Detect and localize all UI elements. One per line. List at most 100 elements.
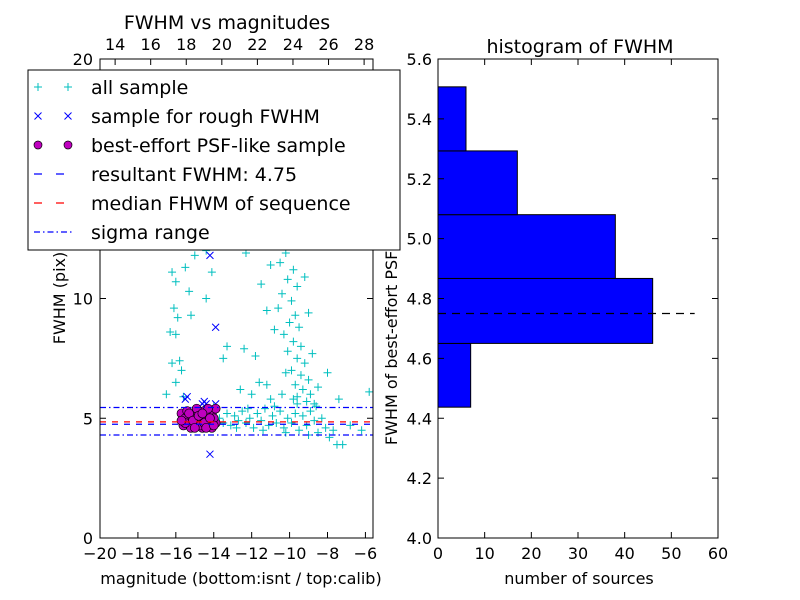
all-sample-point [289,337,298,346]
all-sample-point [270,325,279,334]
y-tick-label: 20 [73,50,93,69]
top-x-tick-label: 26 [318,35,338,54]
x-tick-label: −20 [83,544,117,563]
all-sample-point [281,368,290,377]
all-sample-point [190,251,199,260]
rough-sample-point [183,392,192,401]
psf-sample-point [189,422,200,433]
top-x-tick-label: 24 [283,35,303,54]
all-sample-point [171,330,180,339]
all-sample-point [310,416,319,425]
all-sample-point [346,421,355,430]
all-sample-point [270,402,279,411]
all-sample-point [272,419,281,428]
all-sample-point [257,416,266,425]
all-sample-point [357,426,366,435]
legend-circle-icon [33,140,43,150]
top-x-tick-label: 14 [105,35,125,54]
legend-plus-icon [34,83,42,91]
all-sample-point [249,423,258,432]
x-tick-label: 10 [474,544,494,563]
all-sample-point [219,419,228,428]
legend-circle-icon [63,140,73,150]
x-tick-label: −14 [197,544,231,563]
all-sample-point [234,416,243,425]
scatter-title: FWHM vs magnitudes [124,12,330,34]
all-sample-point [185,287,194,296]
all-sample-point [283,414,292,423]
y-tick-label: 5.4 [407,110,432,129]
all-sample-point [314,383,323,392]
all-sample-point [289,395,298,404]
all-sample-point [255,378,264,387]
x-tick-label: −18 [121,544,155,563]
all-sample-point [285,318,294,327]
all-sample-point [262,380,271,389]
all-sample-point [283,347,292,356]
legend-entry: resultant FWHM: 4.75 [91,164,297,186]
all-sample-point [306,407,315,416]
all-sample-point [253,409,262,418]
y-tick-label: 4.6 [407,349,432,368]
top-x-tick-label: 18 [176,35,196,54]
top-x-tick-label: 28 [354,35,374,54]
scatter-axes: −20 −18 −16 −14 −12 −10 −8 −6 14 16 18 20 22 24 26 28 0 5… [73,35,378,563]
y-tick-label: 4.2 [407,469,432,488]
all-sample-point [175,356,184,365]
all-sample-point [245,414,254,423]
all-sample-point [287,419,296,428]
y-tick-label: 0 [83,529,93,548]
legend-entry: median FHWM of sequence [91,193,351,215]
all-sample-point [302,421,311,430]
histogram-title: histogram of FWHM [486,36,673,58]
histogram-xlabel: number of sources [504,569,654,588]
all-sample-point [232,423,241,432]
x-tick-label: −8 [316,544,340,563]
all-sample-point [168,359,177,368]
scatter-xlabel: magnitude (bottom:isnt / top:calib) [100,569,381,588]
all-sample-point [169,304,178,313]
all-sample-point [173,313,182,322]
legend-x-icon [34,112,42,120]
histogram-bar [437,342,472,408]
all-sample-point [365,387,374,396]
all-sample-point [168,268,177,277]
y-tick-label: 5.0 [407,230,432,249]
psf-sample-point [205,413,215,424]
all-sample-point [300,359,309,368]
y-tick-label: 4.4 [407,409,432,428]
all-sample-point [276,258,285,267]
all-sample-point [283,275,292,284]
all-sample-point [171,378,180,387]
all-sample-point [308,349,317,358]
all-sample-point [274,304,283,313]
all-sample-point [293,282,302,291]
all-sample-point [312,402,321,411]
all-sample-point [289,265,298,274]
top-x-tick-label: 22 [247,35,267,54]
rough-sample-point [206,251,214,260]
all-sample-point [223,409,232,418]
all-sample-point [260,404,269,413]
all-sample-point [304,375,313,384]
x-tick-label: −10 [273,544,307,563]
all-sample-point [278,289,286,298]
all-sample-point [279,330,288,339]
all-sample-point [278,390,286,399]
all-sample-point [207,268,216,277]
y-tick-label: 5.6 [407,50,432,69]
all-sample-point [162,390,171,399]
y-tick-label: 5 [83,409,93,428]
x-tick-label: −16 [159,544,193,563]
histogram-bar [437,277,654,344]
rough-sample-point [211,323,220,332]
all-sample-point [181,263,190,272]
all-sample-point [241,419,250,428]
all-sample-point [296,371,305,380]
psf-sample-point [176,415,187,426]
all-sample-point [293,399,302,408]
all-sample-point [287,366,296,375]
all-sample-point [293,354,302,363]
all-sample-point [247,390,256,399]
x-tick-label: −12 [235,544,269,563]
